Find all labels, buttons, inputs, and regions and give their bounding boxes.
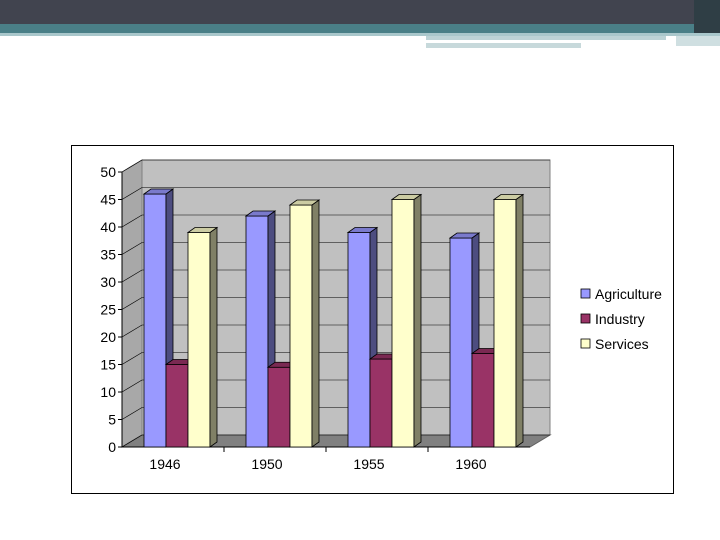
y-tick-label: 0 xyxy=(108,439,116,455)
bar-top xyxy=(492,194,525,200)
bar xyxy=(143,193,167,448)
legend-label: Industry xyxy=(595,311,645,327)
gridline-side xyxy=(121,214,143,228)
gridline-side xyxy=(121,379,143,393)
chart-container: 0 5 10 15 20 25 30 35 40 45 50 1946 1950 1955 1960 Agri… xyxy=(71,145,674,494)
bar-top xyxy=(142,188,175,195)
header-accent-line xyxy=(426,43,581,48)
bar xyxy=(289,204,313,448)
header-dark-stripe xyxy=(0,0,720,24)
gridline-side xyxy=(121,159,143,173)
bar xyxy=(471,353,495,448)
bar-side xyxy=(209,226,218,448)
y-tick-label: 15 xyxy=(100,357,116,373)
bar xyxy=(267,366,291,448)
bar xyxy=(369,358,393,448)
legend-label: Agriculture xyxy=(595,286,662,302)
header-accent-line xyxy=(426,36,666,40)
bar-top xyxy=(448,232,481,239)
header-teal-stripe xyxy=(0,24,720,33)
y-tick-label: 5 xyxy=(108,412,116,428)
bar-side xyxy=(515,193,524,448)
bar xyxy=(449,237,473,448)
gridline-side xyxy=(121,297,143,310)
bar-top xyxy=(244,210,277,217)
y-tick-label: 25 xyxy=(100,302,116,318)
gridline-side xyxy=(121,324,143,338)
y-tick-label: 35 xyxy=(100,247,116,263)
gridline-side xyxy=(121,434,143,448)
bar xyxy=(245,215,269,448)
bar-top xyxy=(390,194,423,200)
y-tick-label: 10 xyxy=(100,384,116,400)
legend-swatch xyxy=(580,288,591,299)
gridline-side xyxy=(121,242,143,255)
bar-side xyxy=(311,199,320,448)
bar-top xyxy=(186,227,219,233)
y-tick-label: 40 xyxy=(100,219,116,235)
bar xyxy=(493,199,517,448)
legend-swatch xyxy=(580,338,591,349)
bar-top xyxy=(288,199,321,206)
bar xyxy=(165,364,189,448)
gridline-side xyxy=(121,352,143,365)
x-tick-label: 1946 xyxy=(149,456,180,472)
gridline-side xyxy=(121,269,143,283)
y-tick-label: 45 xyxy=(100,192,116,208)
x-tick-label: 1955 xyxy=(353,456,384,472)
slide-header-band xyxy=(0,0,720,52)
y-tick-label: 20 xyxy=(100,329,116,345)
bar-top xyxy=(346,227,379,233)
header-accent-line xyxy=(676,36,720,46)
legend-label: Services xyxy=(595,336,649,352)
bar xyxy=(187,232,211,448)
legend-swatch xyxy=(580,313,591,324)
x-tick-label: 1960 xyxy=(455,456,486,472)
y-tick-label: 50 xyxy=(100,164,116,180)
gridline-side xyxy=(121,407,143,420)
bar-chart: 0 5 10 15 20 25 30 35 40 45 50 1946 1950 1955 1960 Agri… xyxy=(100,159,671,472)
gridline-side xyxy=(121,187,143,200)
bar-side xyxy=(413,193,422,448)
header-corner-block xyxy=(694,0,720,33)
x-tick-label: 1950 xyxy=(251,456,282,472)
bar xyxy=(391,199,415,448)
bar xyxy=(347,232,371,448)
y-tick-label: 30 xyxy=(100,274,116,290)
header-light-stripe xyxy=(0,33,720,36)
